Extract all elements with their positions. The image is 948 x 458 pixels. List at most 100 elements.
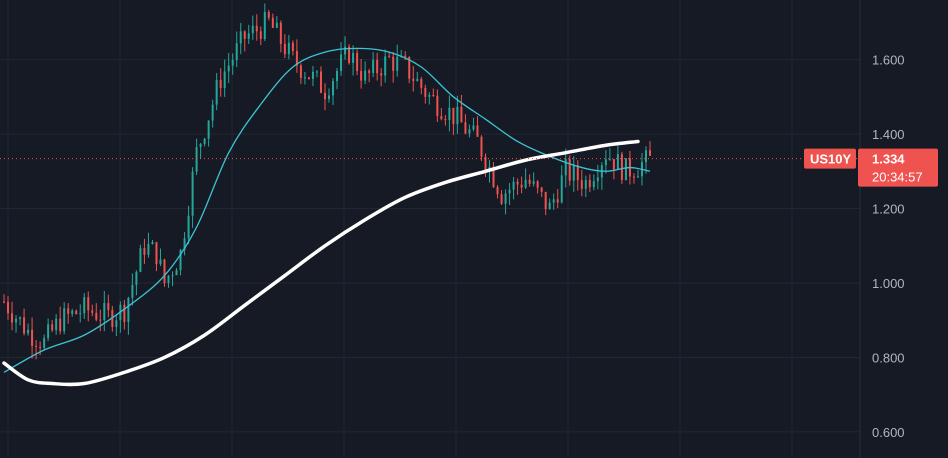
candle-body: [183, 238, 186, 250]
candle-body: [7, 301, 10, 314]
candle-body: [348, 46, 351, 63]
candle-body: [95, 312, 98, 320]
candle-body: [319, 71, 322, 93]
candle-body: [356, 52, 359, 71]
candle-body: [35, 345, 38, 347]
candle-body: [596, 177, 599, 182]
candle-body: [632, 176, 635, 178]
candle-body: [468, 129, 471, 134]
candle-body: [576, 165, 579, 181]
candle-body: [388, 56, 391, 58]
candle-body: [496, 186, 499, 195]
candle-body: [75, 310, 78, 315]
candle-body: [636, 176, 639, 178]
candle-body: [115, 320, 118, 328]
candle-body: [568, 159, 571, 181]
y-tick-label: 1.000: [872, 276, 905, 291]
candle-body: [340, 54, 343, 71]
candle-body: [163, 259, 166, 284]
candle-body: [564, 159, 567, 176]
candle-body: [179, 249, 182, 271]
last-price-tag[interactable]: 1.334 20:34:57: [858, 148, 938, 187]
candle-body: [476, 125, 479, 137]
candle-body: [484, 156, 487, 171]
candle-body: [87, 297, 90, 311]
candle-body: [412, 78, 415, 81]
candle-body: [143, 248, 146, 255]
candle-body: [243, 31, 246, 39]
last-price-tag-background: [858, 148, 938, 187]
candle-body: [187, 215, 190, 239]
candle-body: [584, 180, 587, 189]
candle-body: [139, 248, 142, 272]
candle-body: [91, 310, 94, 313]
candle-body: [368, 70, 371, 73]
candle-body: [504, 193, 507, 204]
candle-body: [649, 150, 651, 156]
last-price-label: 1.334: [872, 152, 905, 167]
candle-body: [528, 179, 531, 184]
candle-body: [315, 71, 318, 73]
candle-body: [19, 317, 22, 319]
bar-countdown-label: 20:34:57: [872, 170, 923, 185]
symbol-tag[interactable]: US10Y: [804, 148, 856, 169]
candle-body: [275, 22, 278, 28]
candle-body: [624, 158, 627, 181]
symbol-tag-background: [804, 148, 856, 169]
candle-body: [460, 106, 463, 123]
candle-body: [51, 324, 54, 331]
y-tick-label: 1.600: [872, 53, 905, 68]
candle-body: [3, 301, 5, 303]
candle-body: [299, 65, 302, 78]
candle-body: [15, 318, 18, 323]
candle-body: [392, 56, 395, 71]
candle-body: [175, 270, 178, 276]
candle-body: [167, 275, 170, 284]
candle-body: [500, 194, 503, 204]
candle-body: [612, 159, 615, 170]
candle-body: [376, 59, 379, 74]
candle-body: [480, 136, 483, 157]
candle-body: [352, 52, 355, 63]
candle-body: [195, 147, 198, 172]
candle-body: [55, 318, 58, 331]
candle-body: [364, 70, 367, 81]
y-tick-label: 0.800: [872, 350, 905, 365]
candle-body: [360, 70, 363, 81]
candle-body: [508, 189, 511, 194]
candle-body: [464, 122, 467, 134]
candle-body: [111, 310, 114, 328]
candle-body: [291, 42, 294, 51]
candle-body: [239, 31, 242, 44]
candle-body: [436, 95, 439, 117]
candle-body: [328, 95, 331, 100]
candle-body: [131, 284, 134, 298]
candle-body: [59, 318, 62, 332]
candle-body: [199, 143, 202, 148]
candle-body: [456, 106, 459, 125]
candle-body: [396, 56, 399, 71]
price-axis[interactable]: [860, 0, 948, 458]
candle-body: [99, 319, 102, 321]
candle-body: [207, 120, 210, 139]
candle-body: [23, 317, 26, 334]
candle-body: [492, 166, 495, 187]
candle-body: [556, 199, 559, 203]
candle-body: [512, 181, 515, 190]
candle-body: [336, 70, 339, 81]
candle-body: [271, 17, 274, 28]
candle-body: [43, 338, 46, 348]
candle-body: [580, 180, 583, 189]
candle-body: [27, 329, 30, 334]
candle-body: [323, 92, 326, 100]
candle-body: [344, 46, 347, 55]
candle-body: [548, 202, 551, 210]
candle-body: [235, 43, 238, 60]
candle-body: [295, 50, 298, 66]
candle-body: [372, 59, 375, 73]
candle-body: [448, 107, 451, 120]
candle-body: [432, 95, 435, 97]
candle-body: [11, 313, 14, 323]
